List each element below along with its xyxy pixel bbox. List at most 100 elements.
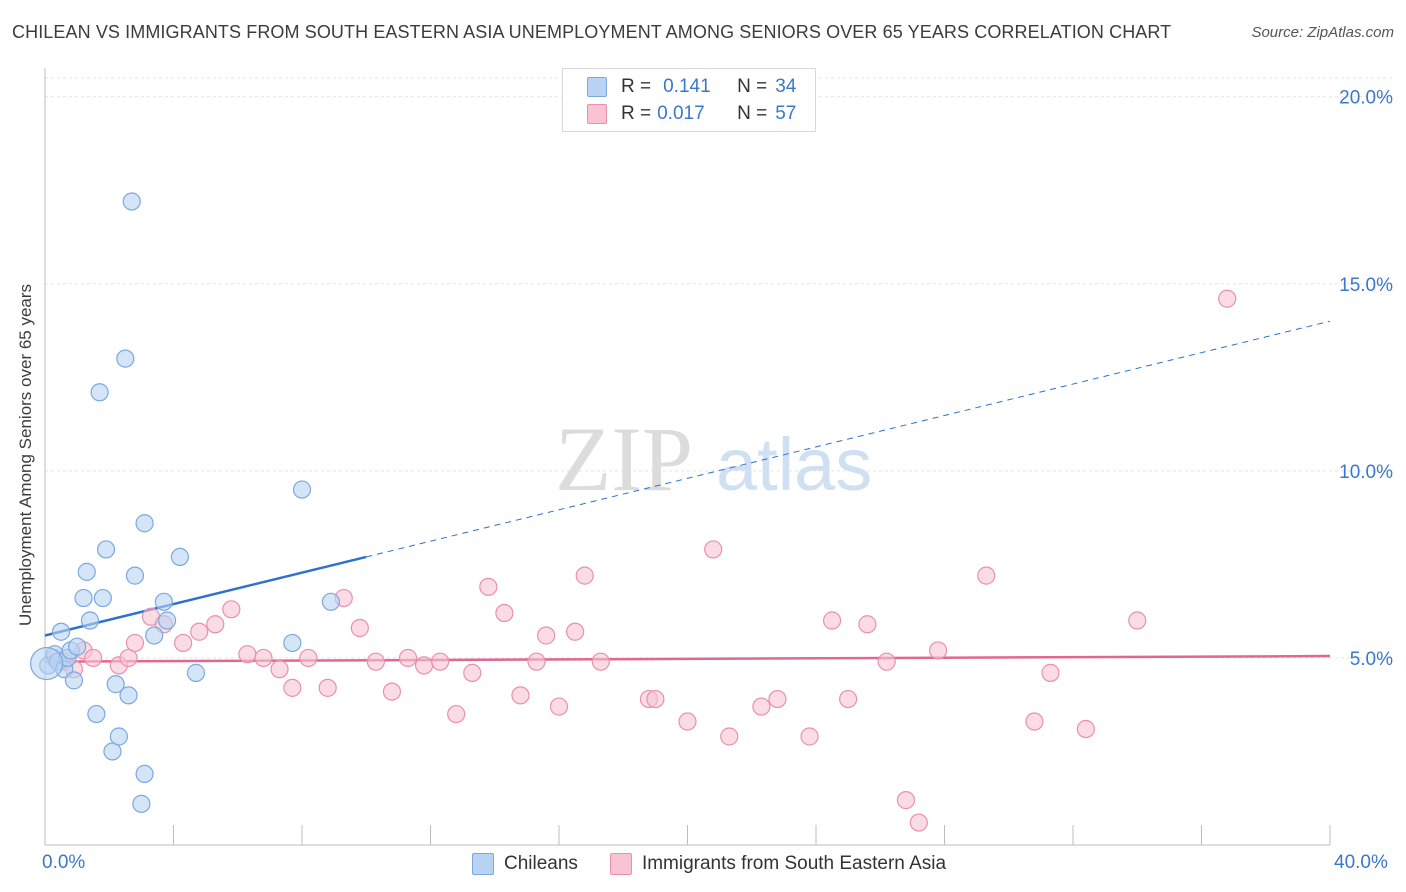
- y-tick-label: 20.0%: [1339, 88, 1393, 109]
- chilean-point: [283, 633, 302, 653]
- zipatlas-watermark: ZIP atlas: [555, 408, 872, 510]
- legend-swatch-blue: [587, 77, 607, 97]
- immigrant-point: [768, 689, 787, 709]
- immigrant-point: [119, 648, 138, 668]
- chilean-cluster-point: [30, 646, 64, 681]
- immigrant-point: [398, 648, 418, 668]
- immigrant-point: [858, 615, 877, 634]
- immigrant-point: [479, 577, 498, 596]
- immigrant-point: [1128, 611, 1147, 630]
- chilean-point: [64, 671, 84, 690]
- immigrant-point: [350, 618, 369, 638]
- y-axis-label: Unemployment Among Seniors over 65 years: [16, 283, 35, 627]
- immigrant-point: [575, 566, 594, 585]
- trendline-dashed-0: [366, 320, 1331, 558]
- immigrant-point: [206, 615, 225, 634]
- chilean-point: [170, 547, 190, 567]
- y-tick-label: 5.0%: [1350, 649, 1393, 670]
- legend-n-value: 57: [775, 103, 797, 124]
- y-tick-label: 10.0%: [1339, 462, 1393, 483]
- immigrant-point: [1041, 663, 1060, 682]
- chilean-point: [106, 675, 125, 694]
- chilean-point: [132, 794, 151, 813]
- chilean-point: [186, 663, 206, 682]
- chilean-point: [122, 192, 141, 211]
- chilean-point: [109, 727, 128, 746]
- chilean-point: [93, 588, 112, 608]
- immigrant-point: [565, 622, 585, 641]
- immigrant-point: [318, 678, 337, 697]
- x-tick-label-min: 0.0%: [42, 852, 86, 873]
- series-legend-chileans[interactable]: Chileans: [472, 853, 578, 875]
- immigrant-point: [678, 712, 697, 731]
- immigrant-point: [222, 600, 241, 619]
- chilean-point: [125, 566, 145, 585]
- chilean-point: [90, 383, 109, 402]
- immigrant-point: [549, 697, 569, 716]
- immigrant-point: [238, 645, 257, 664]
- immigrant-point: [270, 660, 289, 679]
- chilean-point: [74, 588, 93, 608]
- immigrant-point: [511, 686, 530, 705]
- immigrant-point: [299, 648, 318, 668]
- series-legend-label: Immigrants from South Eastern Asia: [641, 853, 947, 874]
- chilean-point: [51, 622, 71, 641]
- immigrant-point: [447, 704, 466, 724]
- immigrant-point: [704, 540, 723, 559]
- chilean-point: [292, 480, 312, 499]
- immigrant-point: [720, 727, 739, 746]
- legend-n-value: 34: [775, 76, 797, 97]
- immigrant-point: [977, 566, 996, 585]
- chilean-point: [145, 626, 164, 645]
- legend-n-label: N =: [737, 103, 768, 124]
- legend-r-label: R =: [621, 103, 652, 124]
- chilean-point: [96, 540, 116, 559]
- chilean-point: [119, 686, 138, 705]
- immigrant-point: [463, 663, 482, 682]
- legend-n-label: N =: [737, 76, 768, 97]
- immigrant-point: [527, 652, 546, 671]
- chilean-point: [80, 611, 100, 630]
- chilean-point: [116, 349, 135, 368]
- chilean-point: [77, 562, 96, 581]
- immigrant-point: [646, 689, 665, 709]
- series-legend-label: Chileans: [504, 853, 578, 874]
- chart-title: CHILEAN VS IMMIGRANTS FROM SOUTH EASTERN…: [12, 22, 1172, 42]
- immigrant-point: [125, 633, 145, 653]
- immigrant-point: [414, 656, 434, 675]
- chilean-point: [87, 704, 106, 724]
- source-credit: Source: ZipAtlas.com: [1251, 24, 1394, 41]
- series-swatch-pink: [609, 853, 632, 875]
- immigrant-point: [896, 791, 916, 810]
- watermark-atlas-text: atlas: [716, 423, 872, 506]
- series-legend: Chileans Immigrants from South Eastern A…: [472, 852, 978, 876]
- immigrant-point: [174, 633, 193, 653]
- chilean-point: [135, 764, 154, 784]
- immigrant-point: [190, 622, 209, 641]
- immigrant-point: [1025, 712, 1044, 731]
- immigrant-point: [382, 682, 402, 701]
- immigrant-point: [909, 813, 928, 832]
- immigrant-point: [877, 652, 896, 671]
- immigrant-point: [254, 648, 273, 668]
- correlation-legend: R = 0.141 N = 34 R = 0.017 N = 57: [562, 68, 816, 132]
- legend-r-value: 0.017: [657, 103, 705, 124]
- immigrant-point: [1076, 719, 1095, 739]
- immigrant-point: [431, 652, 450, 671]
- immigrant-point: [752, 697, 771, 716]
- chilean-point: [157, 611, 177, 630]
- series-swatch-blue: [472, 853, 494, 875]
- series-legend-immigrants[interactable]: Immigrants from South Eastern Asia: [609, 853, 947, 875]
- immigrant-point: [495, 603, 514, 623]
- legend-row-immigrants: R = 0.017 N = 57: [587, 102, 796, 126]
- immigrant-point: [822, 611, 842, 630]
- chilean-point: [135, 514, 154, 533]
- immigrant-point: [591, 652, 610, 671]
- immigrant-point: [283, 678, 302, 697]
- immigrant-point: [928, 641, 948, 660]
- chilean-point: [103, 742, 122, 761]
- immigrant-point: [537, 626, 556, 645]
- chilean-point: [68, 637, 87, 656]
- immigrant-point: [84, 648, 103, 668]
